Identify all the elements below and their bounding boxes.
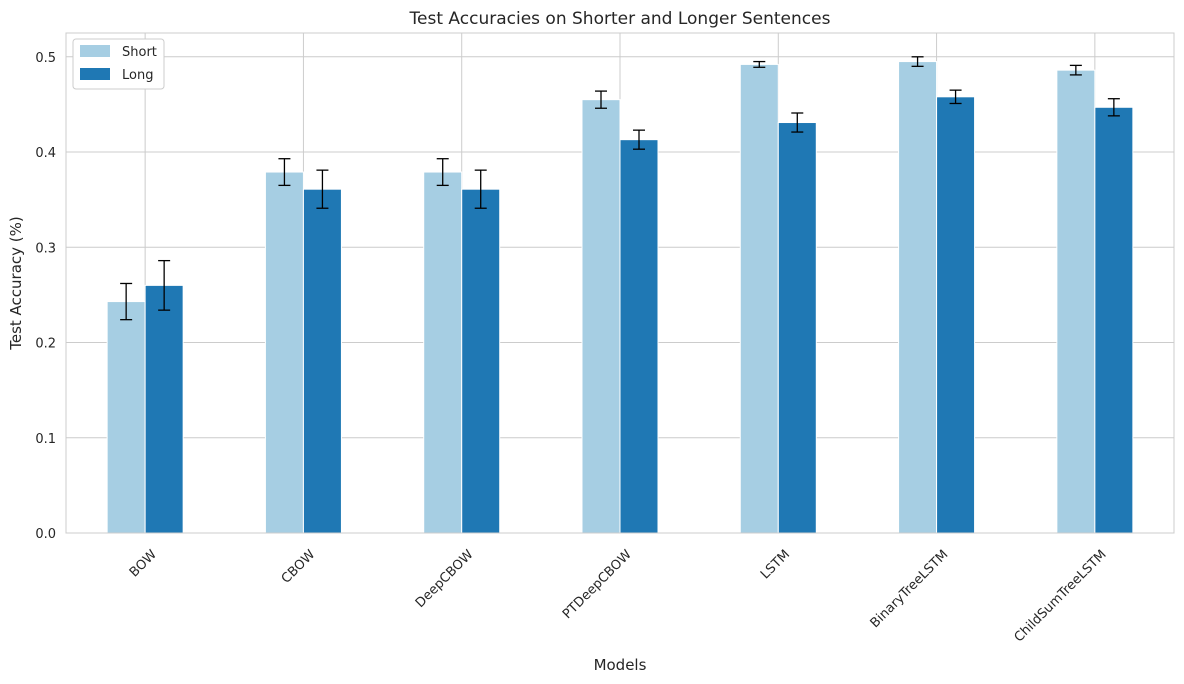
bar-long (619, 139, 659, 534)
bar-layer (106, 61, 1134, 534)
x-axis-label: Models (594, 656, 647, 674)
bar-short (581, 99, 621, 534)
bar-short (423, 171, 463, 534)
y-tick-label: 0.3 (35, 241, 56, 256)
legend-label-short: Short (122, 45, 157, 60)
legend-swatch-short (80, 45, 110, 57)
y-tick-label: 0.2 (35, 337, 56, 352)
bar-short (1056, 69, 1096, 534)
x-tick-label: CBOW (279, 547, 319, 587)
bar-short (739, 63, 779, 534)
y-tick-label: 0.4 (35, 146, 56, 161)
bar-short (264, 171, 304, 534)
legend-label-long: Long (122, 68, 153, 83)
bar-long (936, 96, 976, 534)
x-tick-label: PTDeepCBOW (560, 547, 635, 622)
bar-short (106, 301, 146, 534)
x-tick-label: LSTM (758, 547, 793, 582)
legend: Short Long (72, 38, 165, 90)
y-axis-label: Test Accuracy (%) (7, 216, 25, 351)
bar-long (461, 188, 501, 534)
y-tick-label: 0.0 (35, 527, 56, 542)
error-bar-layer (120, 56, 1120, 321)
x-tick-label: DeepCBOW (413, 547, 477, 611)
y-tick-label: 0.5 (35, 51, 56, 66)
chart-title: Test Accuracies on Shorter and Longer Se… (409, 9, 831, 29)
bar-short (898, 61, 938, 534)
x-tick-label: BOW (127, 547, 160, 580)
x-tick-label: BinaryTreeLSTM (868, 547, 952, 631)
bar-long (1094, 106, 1134, 534)
bar-long (302, 188, 342, 534)
bar-long (777, 122, 817, 534)
bar-long (144, 284, 184, 534)
plot-frame (65, 32, 1175, 534)
legend-swatch-long (80, 68, 110, 80)
y-tick-label: 0.1 (35, 432, 56, 447)
x-tick-label: ChildSumTreeLSTM (1012, 547, 1110, 645)
